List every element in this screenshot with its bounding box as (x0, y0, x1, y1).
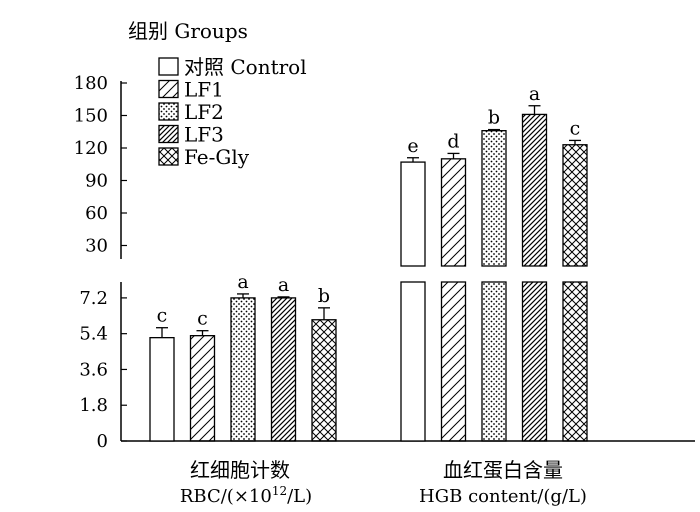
bar (149, 336, 175, 442)
legend-swatch (158, 147, 179, 166)
significance-letter: a (237, 271, 248, 293)
bar (521, 113, 548, 267)
category-unit-rbc: RBC/(×1012/L) (180, 484, 312, 507)
x-axis-labels: 红细胞计数 RBC/(×1012/L) 血红蛋白含量 HGB content/(… (180, 458, 587, 507)
bar (189, 335, 216, 442)
significance-letter: b (318, 285, 330, 307)
y-tick-label-lower: 0 (97, 431, 108, 452)
legend-title: 组别 Groups (128, 19, 248, 43)
legend-label: LF3 (184, 123, 224, 147)
legend-label: LF1 (184, 78, 224, 102)
legend-swatch (158, 79, 179, 99)
y-tick-label-lower: 7.2 (79, 288, 108, 309)
bar-lower-segment (440, 281, 467, 442)
y-tick-label-lower: 3.6 (79, 359, 108, 380)
y-tick-label-upper: 120 (74, 138, 108, 159)
significance-letter: c (570, 117, 581, 139)
y-tick-label-upper: 30 (85, 236, 108, 257)
significance-letter: a (278, 274, 289, 296)
bar-lower-segment (562, 281, 588, 442)
bar-lower-segment (481, 281, 507, 442)
significance-letter: d (447, 130, 459, 152)
bar-lower-segment (400, 281, 426, 442)
legend-swatch (158, 57, 179, 76)
y-tick-label-upper: 180 (74, 73, 108, 94)
significance-letter: b (488, 107, 500, 129)
bar (481, 130, 507, 267)
bar (440, 158, 467, 267)
y-tick-label-upper: 60 (85, 203, 108, 224)
category-unit-hgb: HGB content/(g/L) (419, 486, 587, 507)
legend-label: 对照 Control (184, 55, 307, 79)
legend-label: Fe-Gly (184, 145, 250, 169)
significance-letter: a (529, 83, 540, 105)
significance-letter: c (197, 308, 208, 330)
y-tick-label-lower: 1.8 (79, 395, 108, 416)
category-label-hgb: 血红蛋白含量 (443, 458, 563, 482)
bar (270, 297, 297, 442)
legend-swatch (158, 102, 179, 121)
bar (562, 144, 588, 267)
bar (230, 297, 256, 442)
y-tick-label-upper: 150 (74, 106, 108, 127)
bars: c c a a b e d b a c (149, 83, 588, 442)
legend-swatch (158, 124, 179, 144)
y-tick-label-upper: 90 (85, 171, 108, 192)
significance-letter: c (157, 305, 168, 327)
significance-letter: e (407, 135, 418, 157)
category-label-rbc: 红细胞计数 (190, 458, 290, 482)
bar (400, 161, 426, 267)
bar (311, 319, 337, 442)
y-tick-label-lower: 5.4 (79, 324, 108, 345)
bar-lower-segment (521, 281, 548, 442)
axes: 30 60 90 120 150 180 0 1.8 3.6 5.4 7.2 (74, 73, 695, 452)
legend-label: LF2 (184, 100, 224, 124)
